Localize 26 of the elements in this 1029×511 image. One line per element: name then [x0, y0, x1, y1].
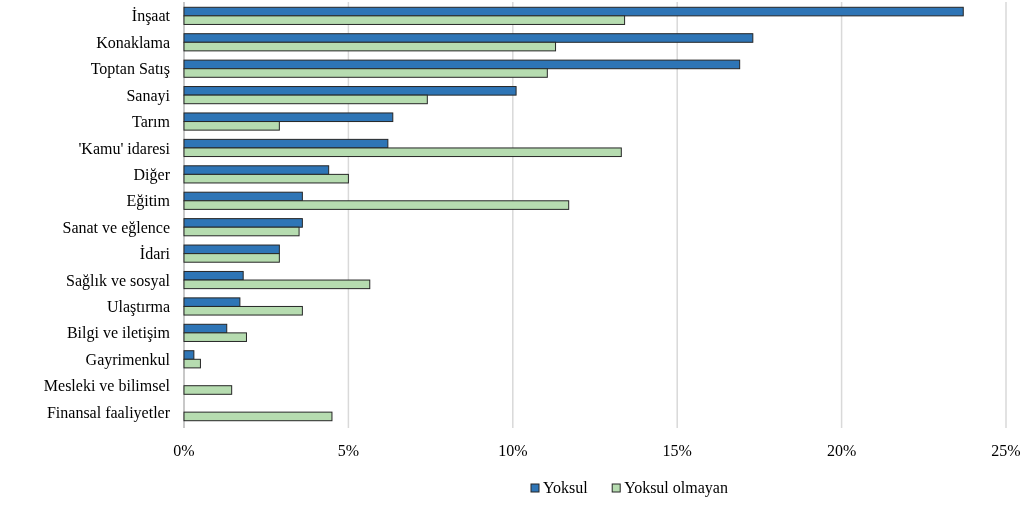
bar — [183, 411, 333, 422]
x-tick-label: 20% — [826, 442, 857, 459]
x-tick-label: 10% — [498, 442, 528, 459]
y-tick-label: Konaklama — [96, 33, 170, 51]
y-tick-label: 'Kamu' idaresi — [78, 139, 171, 157]
x-tick-label: 0% — [173, 442, 195, 459]
y-tick-label: Finansal faaliyetler — [46, 403, 171, 422]
y-tick-label: Eğitim — [126, 192, 171, 211]
y-tick-label: Bilgi ve iletişim — [66, 324, 171, 343]
legend-label: Yoksul olmayan — [624, 479, 728, 497]
x-tick-label: 15% — [662, 442, 692, 459]
y-tick-label: Toptan Satış — [90, 60, 170, 79]
bar — [183, 385, 233, 395]
y-tick-label: Tarım — [132, 113, 171, 131]
x-tick-label: 5% — [337, 442, 360, 459]
y-tick-label: Sağlık ve sosyal — [66, 271, 171, 290]
y-tick-label: Sanayi — [126, 86, 171, 105]
y-tick-label: İdari — [139, 245, 171, 263]
legend-label: Yoksul — [543, 479, 589, 496]
y-tick-label: İnşaat — [131, 7, 171, 26]
y-tick-label: Ulaştırma — [106, 298, 170, 317]
y-tick-label: Diğer — [133, 165, 171, 184]
y-tick-label: Mesleki ve bilimsel — [43, 377, 171, 395]
x-tick-label: 25% — [991, 442, 1021, 459]
y-tick-label: Gayrimenkul — [85, 350, 171, 369]
y-tick-label: Sanat ve eğlence — [62, 218, 170, 237]
